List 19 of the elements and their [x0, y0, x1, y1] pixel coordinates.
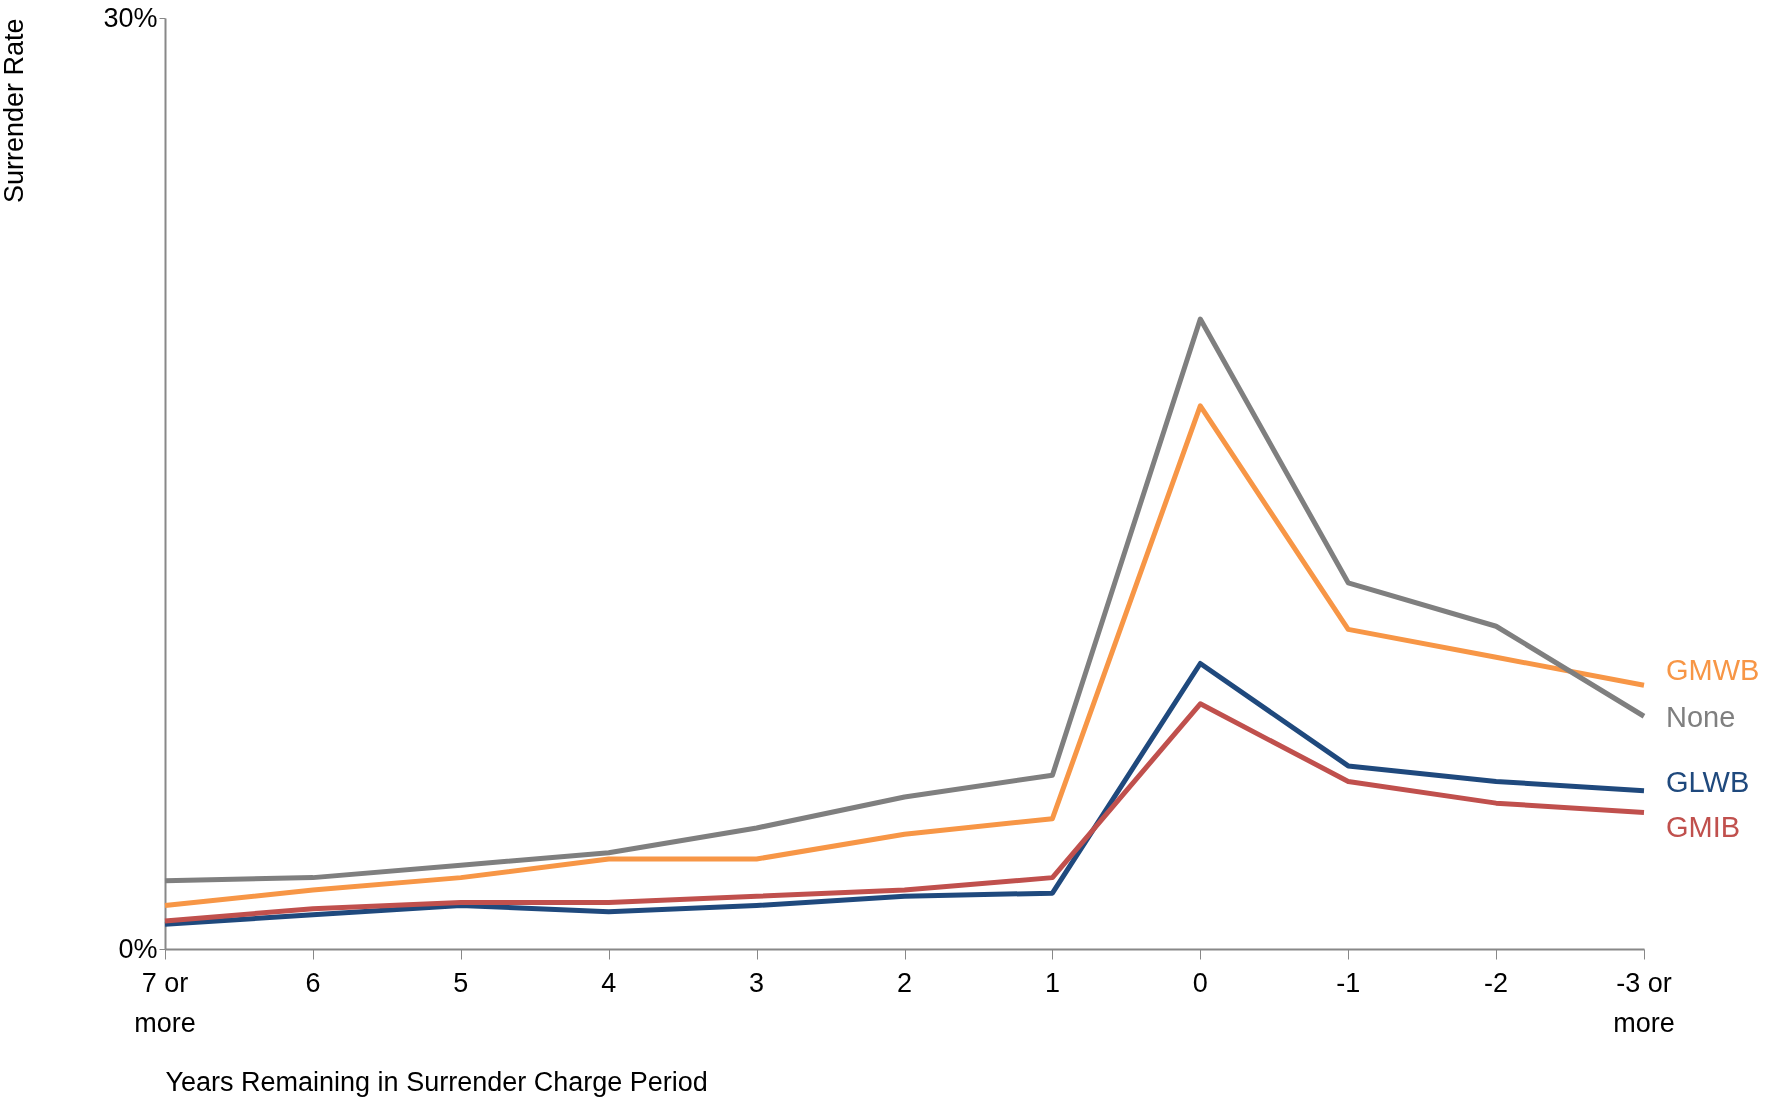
series-label: GMIB — [1666, 811, 1741, 844]
y-tick-label: 0% — [118, 933, 158, 964]
x-axis-title: Years Remaining in Surrender Charge Period — [165, 1066, 708, 1097]
x-tick-label: 7 or more — [134, 968, 196, 1038]
y-tick-label: 30% — [103, 2, 158, 33]
x-tick-label: 5 — [453, 968, 469, 998]
series-label: GLWB — [1666, 765, 1750, 798]
x-tick-label: 2 — [896, 968, 913, 998]
x-tick-label: -1 — [1336, 968, 1361, 998]
x-tick-label: 6 — [305, 968, 321, 998]
series-label: GMWB — [1666, 654, 1760, 687]
series-label: None — [1666, 701, 1736, 734]
x-tick-label: 0 — [1192, 968, 1208, 998]
x-tick-label: 4 — [601, 968, 617, 998]
y-axis-title: Surrender Rate — [0, 18, 29, 204]
x-tick-label: 3 — [749, 968, 765, 998]
x-tick-label: 1 — [1044, 968, 1060, 998]
x-tick-label: -3 or more — [1613, 968, 1675, 1038]
x-tick-label: -2 — [1484, 968, 1509, 998]
